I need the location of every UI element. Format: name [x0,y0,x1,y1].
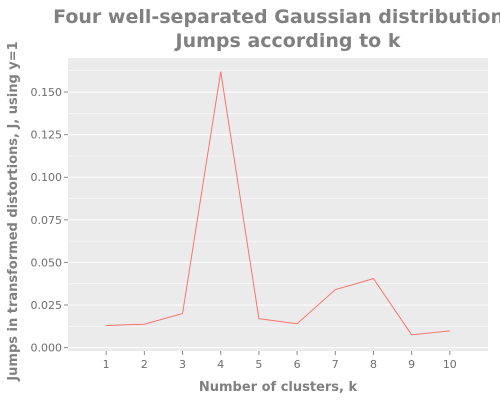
x-axis-label: Number of clusters, k [199,380,358,395]
series-line [106,71,450,336]
series-layer [106,71,450,336]
y-tick-label: 0.075 [31,214,63,227]
x-tick-label: 2 [141,358,148,371]
x-tick-label: 3 [179,358,186,371]
y-tick-label: 0.050 [31,256,63,269]
y-axis-label: Jumps in transformed distortions, J, usi… [6,41,21,381]
chart-title-line-1: Four well-separated Gaussian distributio… [53,6,500,28]
y-tick-label: 0.150 [31,86,63,99]
gridlines [68,70,488,349]
x-tick-label: 9 [408,358,415,371]
y-tick-label: 0.100 [31,171,63,184]
y-axis-ticks: 0.000 0.025 0.050 0.075 0.100 0.125 0.150 [31,86,68,355]
y-tick-label: 0.025 [31,299,63,312]
x-tick-label: 1 [103,358,110,371]
x-tick-label: 6 [294,358,301,371]
x-tick-label: 7 [332,358,339,371]
y-tick-label: 0.125 [31,129,63,142]
chart-title-line-2: Jumps according to k [174,30,401,52]
x-tick-label: 10 [443,358,457,371]
plot-area [68,58,488,351]
x-tick-label: 4 [217,358,224,371]
x-tick-label: 8 [370,358,377,371]
x-tick-label: 5 [255,358,262,371]
y-tick-label: 0.000 [31,342,63,355]
x-axis-ticks: 1 2 3 4 5 6 7 8 9 10 [103,351,457,371]
